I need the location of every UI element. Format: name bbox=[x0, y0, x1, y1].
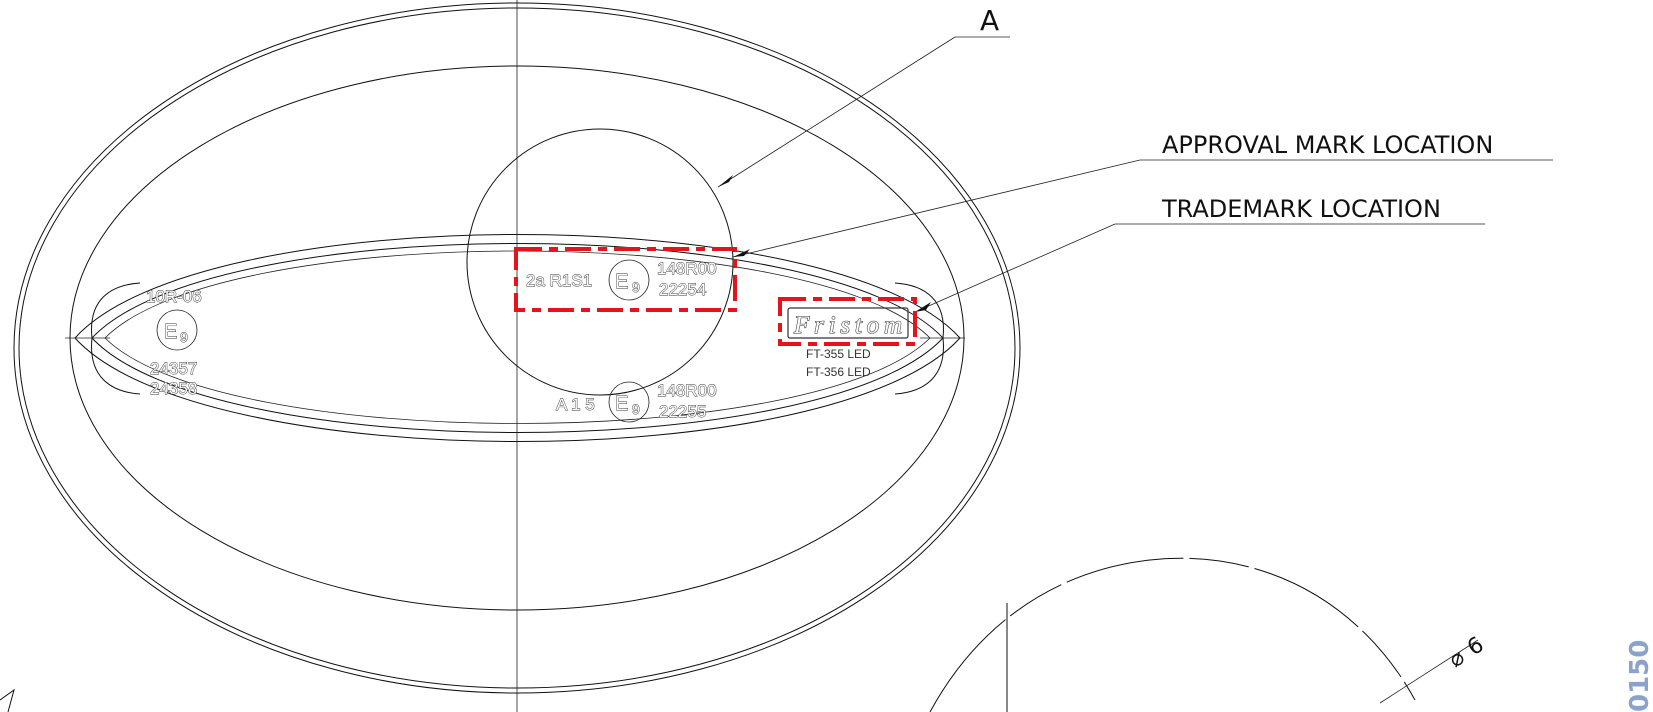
diameter-symbol: ⌀ bbox=[1445, 645, 1470, 673]
model-1: FT-355 LED bbox=[806, 347, 871, 361]
lower-approval-mark: A 1 5 E 9 148R00 22255 bbox=[556, 381, 717, 423]
diameter-value: 6 bbox=[1463, 632, 1488, 661]
left-mark-num2: 24358 bbox=[150, 379, 197, 398]
approval-mark-reg: 148R00 bbox=[657, 259, 717, 278]
approval-mark-e: E bbox=[615, 271, 628, 293]
approval-mark-prefix: 2a R1S1 bbox=[526, 271, 592, 290]
model-2: FT-356 LED bbox=[806, 365, 871, 379]
sheet-side-number: 0150 bbox=[1625, 640, 1653, 712]
fristom-logo: Fristom bbox=[793, 312, 902, 339]
trademark-highlight bbox=[778, 297, 917, 346]
left-approval-mark: 10R-06 E 9 24357 24358 bbox=[146, 287, 203, 399]
lower-mark-num: 22255 bbox=[659, 402, 706, 421]
left-mark-num1: 24357 bbox=[150, 359, 197, 378]
leader-trademark bbox=[914, 223, 1116, 313]
approval-mark-e-circle bbox=[608, 259, 650, 301]
left-mark-e-circle bbox=[156, 309, 198, 351]
detail-view-circle bbox=[929, 557, 1416, 712]
leader-approval bbox=[732, 159, 1141, 258]
approval-mark-location-label: APPROVAL MARK LOCATION bbox=[1162, 131, 1493, 159]
approval-mark: 2a R1S1 E 9 148R00 22254 bbox=[526, 259, 717, 301]
lower-mark-prefix: A 1 5 bbox=[556, 395, 595, 414]
detail-a-label: A bbox=[980, 4, 999, 37]
dimension-leader bbox=[1379, 639, 1479, 704]
leader-approval-arrow bbox=[733, 249, 750, 257]
approval-mark-highlight bbox=[514, 247, 737, 312]
diameter-dimension: ⌀ 6 bbox=[1445, 632, 1489, 673]
lower-mark-e: E bbox=[615, 393, 628, 415]
lower-mark-reg: 148R00 bbox=[657, 381, 717, 400]
approval-mark-e-number: 9 bbox=[632, 279, 640, 295]
trademark-location-label: TRADEMARK LOCATION bbox=[1161, 195, 1441, 223]
approval-mark-num: 22254 bbox=[659, 280, 706, 299]
leader-trademark-arrow bbox=[915, 302, 931, 312]
lower-mark-e-circle bbox=[608, 381, 650, 423]
left-mark-reg: 10R-06 bbox=[146, 287, 202, 306]
logo-frame bbox=[787, 307, 909, 339]
left-mark-e-number: 9 bbox=[180, 329, 188, 345]
bottom-left-fragment bbox=[0, 688, 15, 712]
leader-a bbox=[717, 36, 956, 188]
leader-a-arrow bbox=[718, 175, 733, 187]
left-mark-e: E bbox=[164, 321, 177, 343]
lower-mark-e-number: 9 bbox=[632, 401, 640, 417]
